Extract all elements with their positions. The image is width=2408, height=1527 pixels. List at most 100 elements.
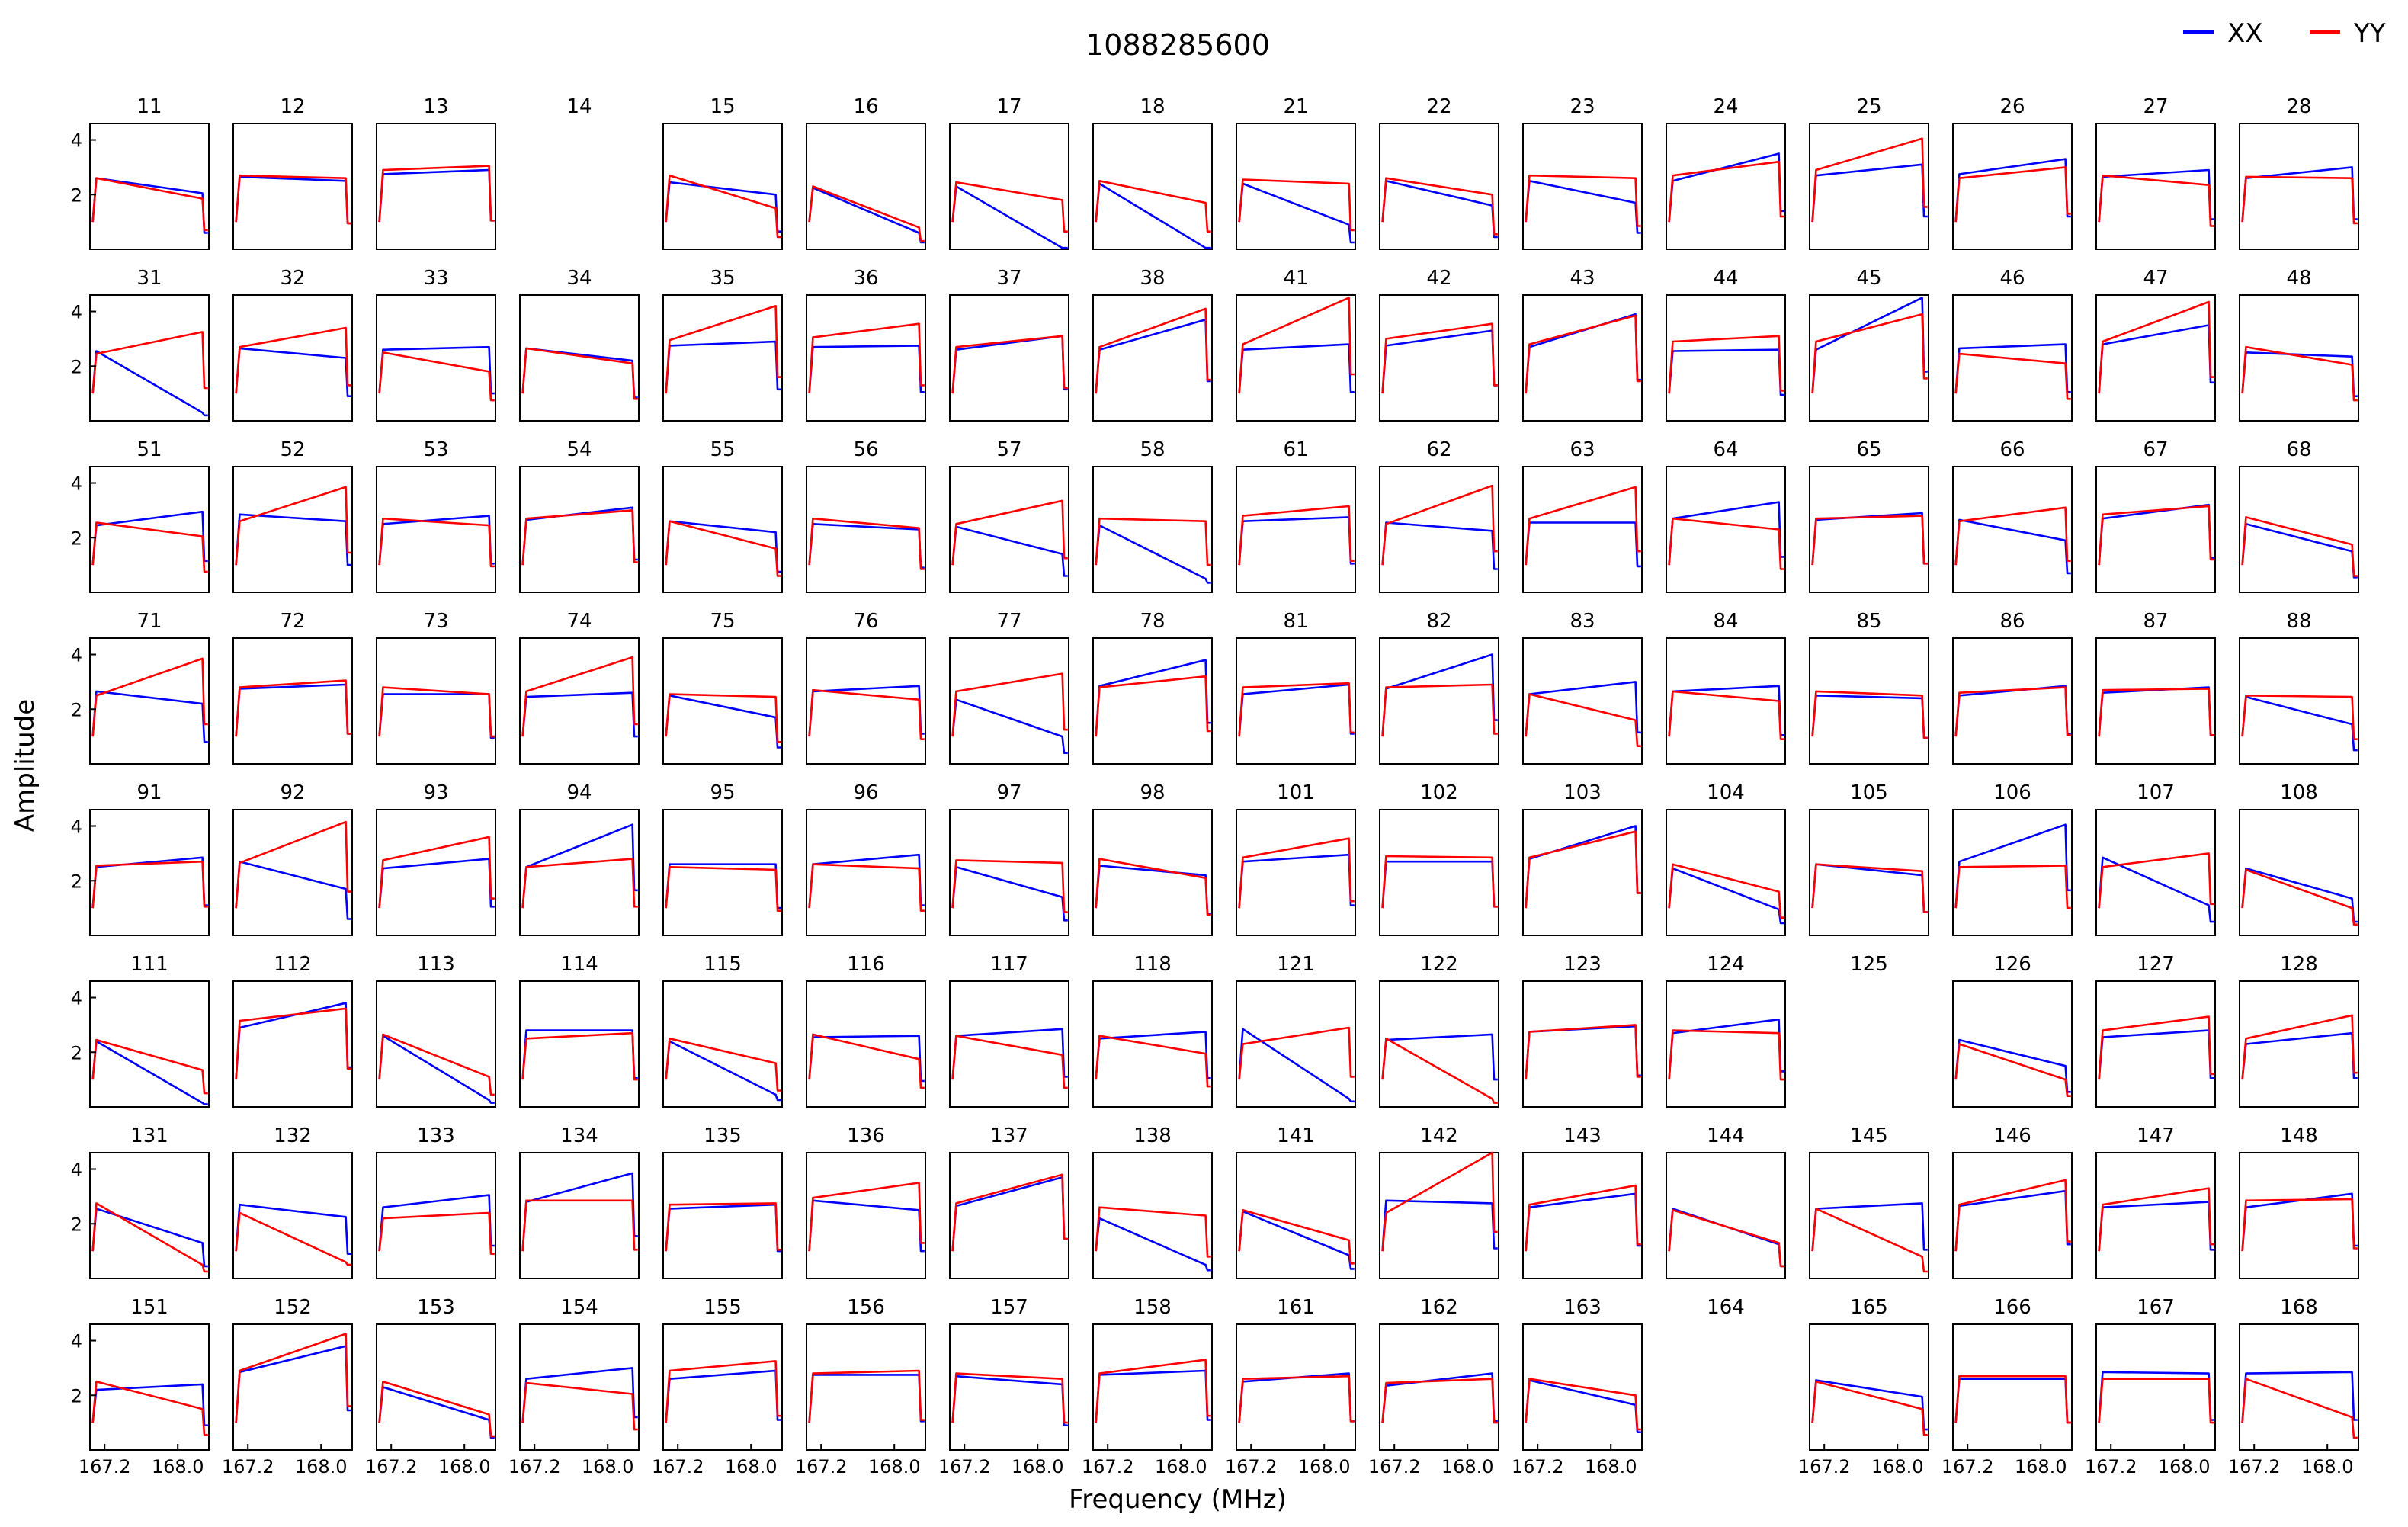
- panel-frame: [949, 980, 1069, 1108]
- panel-title: 106: [1993, 781, 2031, 804]
- series-line-yy: [1668, 1209, 1784, 1268]
- panel-title: 158: [1133, 1296, 1172, 1319]
- legend-label-yy: YY: [2353, 18, 2386, 49]
- panel-84: 84: [1666, 610, 1786, 765]
- panel-frame: [1092, 1323, 1213, 1451]
- series-line-yy: [1954, 686, 2071, 737]
- y-tick-label: 2: [71, 1042, 82, 1063]
- panel-title: 103: [1563, 781, 1602, 804]
- series-line-yy: [2098, 300, 2214, 394]
- panel-title: 168: [2280, 1296, 2318, 1319]
- panel-64: 64: [1666, 438, 1786, 593]
- panel-title: 132: [274, 1124, 312, 1147]
- panel-43: 43: [1522, 267, 1643, 422]
- panel-title: 157: [990, 1296, 1028, 1319]
- y-tick-label: 4: [71, 473, 82, 495]
- series-line-yy: [1668, 690, 1784, 740]
- series-line-yy: [1668, 863, 1784, 919]
- panel-title: 67: [2143, 438, 2168, 461]
- panel-title: 122: [1420, 953, 1458, 976]
- panel-93: 93: [376, 781, 496, 936]
- panel-frame: [1092, 466, 1213, 593]
- panel-title: 63: [1570, 438, 1595, 461]
- y-tick-label: 2: [71, 871, 82, 892]
- panel-frame: [1092, 1152, 1213, 1279]
- panel-frame: [232, 637, 353, 765]
- series-line-yy: [378, 1033, 495, 1096]
- panel-frame: [1666, 980, 1786, 1108]
- panel-frame: [1379, 809, 1499, 936]
- panel-title: 57: [996, 438, 1021, 461]
- panel-frame: [519, 637, 640, 765]
- series-line-yy: [521, 1381, 638, 1431]
- panel-45: 45: [1809, 267, 1929, 422]
- panel-144: 144: [1666, 1124, 1786, 1279]
- panel-155: 155 167.2 168.0: [652, 1296, 783, 1477]
- panel-frame: [1522, 294, 1643, 422]
- x-tick-label: 167.2: [652, 1456, 704, 1477]
- series-line-yy: [91, 1038, 208, 1095]
- panel-91: 91 2 4: [71, 781, 210, 936]
- panel-title: 64: [1713, 438, 1738, 461]
- panel-88: 88: [2239, 610, 2359, 765]
- series-line-xx: [1238, 1028, 1355, 1103]
- panel-76: 76: [806, 610, 926, 765]
- y-tick-label: 4: [71, 816, 82, 838]
- panel-title: 36: [853, 267, 878, 290]
- series-line-yy: [808, 863, 925, 912]
- panel-title: 152: [274, 1296, 312, 1319]
- y-tick-label: 4: [71, 302, 82, 323]
- panel-57: 57: [949, 438, 1069, 593]
- panel-53: 53: [376, 438, 496, 593]
- panel-frame: [1236, 294, 1356, 422]
- series-line-yy: [378, 351, 495, 402]
- panel-126: 126: [1952, 953, 2073, 1108]
- panel-frame: [1379, 466, 1499, 593]
- panel-115: 115: [662, 953, 783, 1108]
- panel-11: 11 2 4: [71, 95, 210, 250]
- series-line-yy: [665, 866, 781, 912]
- panel-title: 165: [1850, 1296, 1888, 1319]
- panel-frame: [806, 1152, 926, 1279]
- panel-frame: [376, 809, 496, 936]
- panel-148: 148: [2239, 1124, 2359, 1279]
- series-line-yy: [378, 165, 495, 223]
- panel-title: 163: [1563, 1296, 1602, 1319]
- panel-frame: [2095, 637, 2216, 765]
- panel-103: 103: [1522, 781, 1643, 936]
- panel-title: 112: [274, 953, 312, 976]
- panel-frame: [519, 980, 640, 1108]
- panel-142: 142: [1379, 1124, 1499, 1279]
- series-line-yy: [2241, 695, 2358, 740]
- panel-title: 135: [704, 1124, 742, 1147]
- panel-107: 107: [2095, 781, 2216, 936]
- panel-44: 44: [1666, 267, 1786, 422]
- series-line-yy: [2241, 1198, 2358, 1252]
- panel-title: 22: [1426, 95, 1451, 118]
- panel-frame: [1236, 1323, 1356, 1451]
- panel-frame: [2239, 637, 2359, 765]
- panel-title: 113: [417, 953, 455, 976]
- panel-56: 56: [806, 438, 926, 593]
- series-line-yy: [1811, 863, 1928, 913]
- panel-132: 132: [232, 1124, 353, 1279]
- panel-frame: [662, 294, 783, 422]
- panel-frame: [1092, 809, 1213, 936]
- panel-137: 137: [949, 1124, 1069, 1279]
- series-line-yy: [91, 521, 208, 573]
- panel-frame: [1952, 980, 2073, 1108]
- panel-frame: [1379, 980, 1499, 1108]
- panel-title: 156: [847, 1296, 885, 1319]
- panel-title: 131: [130, 1124, 168, 1147]
- panel-title: 37: [996, 267, 1021, 290]
- x-tick-label: 168.0: [1155, 1456, 1207, 1477]
- series-line-yy: [1095, 1035, 1211, 1088]
- panel-frame: [232, 1323, 353, 1451]
- panel-frame: [2239, 809, 2359, 936]
- y-tick-label: 2: [71, 1385, 82, 1407]
- panel-frame: [1092, 123, 1213, 250]
- panel-162: 162 167.2 168.0: [1368, 1296, 1499, 1477]
- series-line-yy: [665, 1360, 781, 1423]
- panel-frame: [806, 123, 926, 250]
